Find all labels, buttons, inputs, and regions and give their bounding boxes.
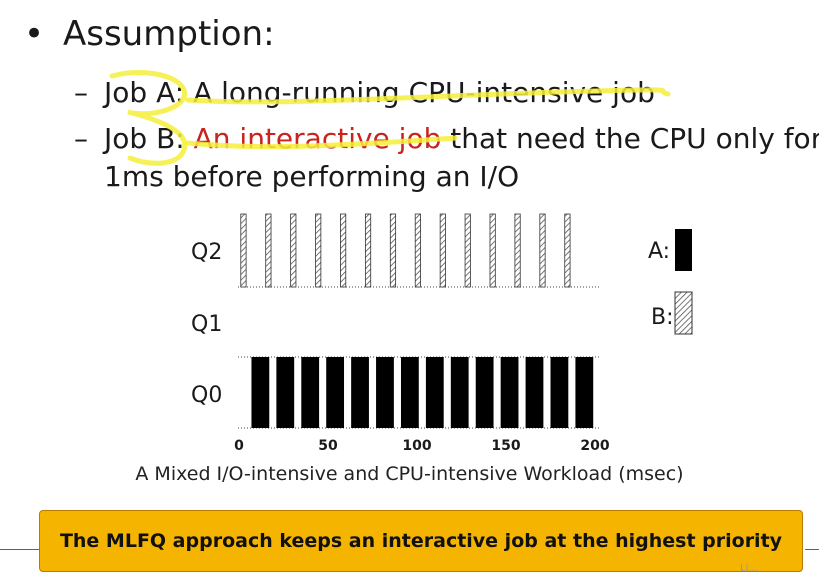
bar-job-a-7 [425,357,444,428]
slide-heading: Assumption: [63,14,275,54]
bar-job-a-3 [326,357,345,428]
bars-group [240,213,594,428]
legend-label-b: B: [651,305,674,330]
bar-job-b-7 [414,213,421,288]
legend-swatch-a [675,229,692,271]
dash-job-a: – [74,76,88,109]
bar-job-a-9 [475,357,494,428]
bar-job-b-2 [290,213,297,288]
bar-job-a-0 [251,357,270,428]
bar-job-a-6 [400,357,419,428]
takeaway-banner: The MLFQ approach keeps an interactive j… [39,510,803,572]
diagram-caption: A Mixed I/O-intensive and CPU-intensive … [135,463,684,485]
bar-job-b-8 [439,213,446,288]
footer-rule-left [0,549,40,550]
bar-job-a-1 [276,357,295,428]
x-tick-label-1: 50 [318,438,338,454]
job-b-text: that need the CPU only for [441,122,819,155]
legend-label-a: A: [648,239,670,264]
x-tick-label-0: 0 [234,438,244,454]
bar-job-b-4 [340,213,347,288]
bar-job-a-2 [301,357,320,428]
x-tick-label-4: 200 [580,438,609,454]
bar-job-a-10 [500,357,519,428]
bullet-dot: • [24,14,45,54]
footer-corner-text: Li... [740,563,758,574]
bar-job-a-4 [351,357,369,428]
banner-text: The MLFQ approach keeps an interactive j… [59,530,783,552]
bar-job-b-9 [464,213,471,288]
footer-rule-right [805,549,819,550]
bar-job-b-3 [315,213,322,288]
bar-job-b-10 [489,213,496,288]
dash-job-b: – [74,122,88,155]
bar-job-b-13 [564,213,571,288]
bar-job-a-13 [575,357,594,428]
legend-swatch-b [674,291,693,335]
queue-label-q2: Q2 [191,240,222,265]
bar-job-b-0 [240,213,247,288]
bar-job-a-12 [550,357,569,428]
bar-job-a-8 [450,357,469,428]
bar-job-b-1 [265,213,272,288]
bar-job-a-5 [376,357,394,428]
x-tick-label-2: 100 [402,438,431,454]
x-ticks-group: 0 50 100 150 200 [234,438,610,454]
x-tick-label-3: 150 [491,438,520,454]
queue-label-q1: Q1 [191,312,222,337]
bar-job-b-6 [389,213,397,288]
queue-label-q0: Q0 [191,383,222,408]
bar-job-b-12 [539,213,546,288]
bar-job-a-11 [525,357,544,428]
mlfq-diagram: Q2 Q1 Q0 0 50 100 150 200 A: B: [191,213,693,454]
bar-job-b-11 [514,213,521,288]
bar-job-b-5 [364,213,372,288]
